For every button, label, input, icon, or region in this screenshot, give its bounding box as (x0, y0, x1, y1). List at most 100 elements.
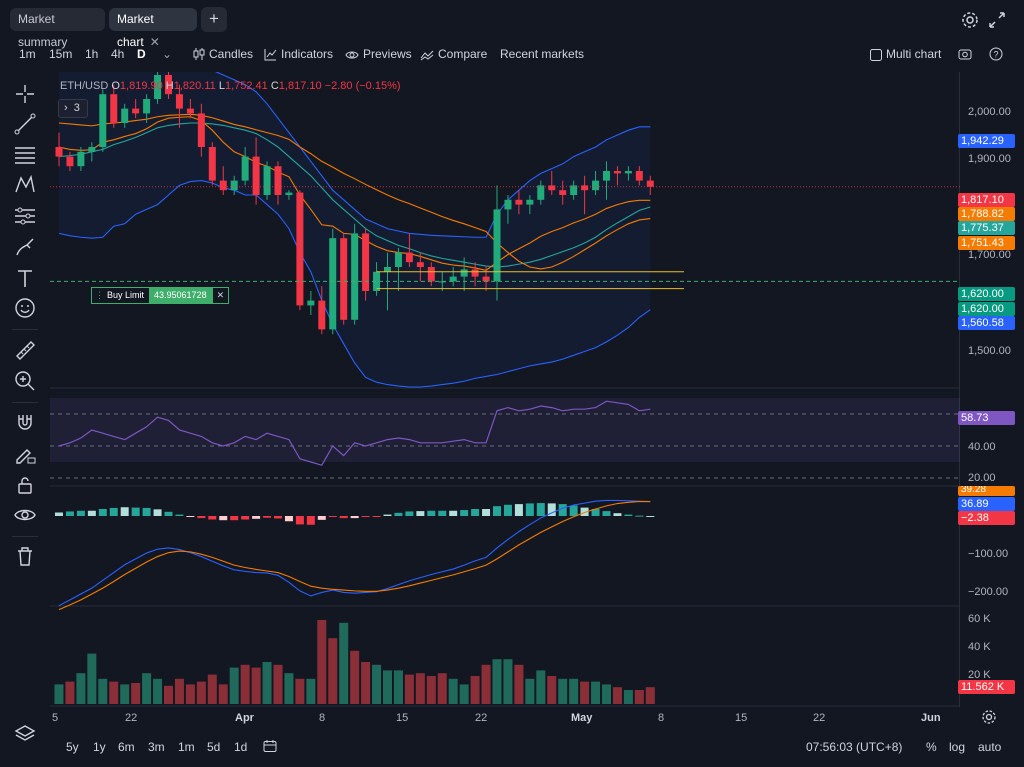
brush-icon[interactable] (13, 235, 37, 259)
range-5y[interactable]: 5y (66, 740, 79, 754)
fib-retracement-icon[interactable] (13, 143, 37, 167)
time-tick: 15 (396, 712, 409, 724)
candle-body (526, 199, 534, 205)
interval-1h[interactable]: 1h (85, 47, 99, 61)
macd-histogram-bar (416, 511, 425, 516)
interval-1m[interactable]: 1m (19, 47, 36, 61)
range-1m[interactable]: 1m (178, 740, 195, 754)
candle-body (77, 151, 85, 167)
help-icon[interactable]: ? (989, 46, 1003, 62)
volume-bar (339, 622, 349, 704)
compare-label: Compare (438, 47, 488, 61)
macd-badge: 36.89 (958, 497, 1015, 511)
volume-bar (164, 685, 173, 704)
time-tick: Jun (921, 712, 941, 724)
buy-limit-order[interactable]: ⋮ Buy Limit 43.95061728 ✕ (91, 287, 230, 304)
chart-canvas[interactable] (50, 72, 960, 707)
fullscreen-icon[interactable] (987, 10, 1007, 30)
volume-bar (525, 678, 535, 704)
order-qty[interactable]: 43.95061728 (149, 288, 212, 303)
tool-divider (12, 402, 38, 403)
candle-body (274, 166, 282, 195)
percent-toggle[interactable]: % (926, 740, 937, 754)
volume-bar (459, 684, 469, 704)
indicator-count-toggle[interactable]: › 3 (58, 99, 88, 118)
checkbox-icon (870, 49, 882, 61)
close-icon[interactable]: ✕ (211, 288, 229, 303)
indicators-button[interactable]: Indicators (264, 46, 333, 62)
multi-chart-toggle[interactable]: Multi chart (870, 46, 941, 62)
macd-histogram-bar (405, 511, 414, 516)
range-1y[interactable]: 1y (93, 740, 106, 754)
volume-bar (558, 678, 568, 704)
trash-icon[interactable] (13, 544, 37, 568)
pattern-icon[interactable] (13, 173, 37, 197)
zoom-in-icon[interactable] (13, 369, 37, 393)
range-5d[interactable]: 5d (207, 740, 221, 754)
symbol-label[interactable]: ETH/USD (60, 80, 109, 92)
candle-body (219, 180, 227, 191)
macd-histogram-bar (153, 509, 162, 516)
clock[interactable]: 07:56:03 (UTC+8) (806, 740, 903, 754)
candle-body (449, 276, 457, 282)
candle-body (252, 156, 260, 195)
auto-toggle[interactable]: auto (978, 740, 1002, 754)
lock-icon[interactable] (13, 473, 37, 497)
recent-markets-button[interactable]: Recent markets (500, 47, 585, 61)
range-1d[interactable]: 1d (234, 740, 248, 754)
interval-d[interactable]: D (137, 47, 146, 61)
price-badge-last: 1,817.10 (958, 193, 1015, 207)
add-tab-button[interactable]: + (201, 7, 227, 32)
camera-icon[interactable] (958, 46, 972, 62)
drag-handle-icon[interactable]: ⋮ (95, 290, 104, 300)
indicators-icon (264, 49, 277, 61)
calendar-icon[interactable] (263, 739, 277, 753)
axis-settings-icon[interactable] (981, 709, 997, 725)
tab-market-summary[interactable]: Market summary (10, 8, 105, 49)
log-toggle[interactable]: log (949, 740, 966, 754)
emoji-icon[interactable] (13, 296, 37, 320)
price-badge-ema: 1,788.82 (958, 207, 1015, 221)
macd-histogram-bar (493, 506, 501, 516)
text-icon[interactable] (13, 266, 37, 290)
rsi-band (50, 398, 960, 462)
candle-body (132, 108, 140, 114)
close-icon[interactable]: ✕ (149, 35, 160, 49)
macd-tick: −100.00 (968, 548, 1009, 560)
volume-bar (591, 681, 601, 704)
interval-4h[interactable]: 4h (111, 47, 125, 61)
gear-icon[interactable] (960, 10, 980, 30)
candle-body (416, 262, 424, 267)
visibility-icon[interactable] (13, 503, 37, 527)
macd-histogram-bar (558, 504, 567, 516)
trend-line-icon[interactable] (13, 112, 37, 136)
compare-button[interactable]: Compare (420, 46, 487, 62)
volume-bar (109, 681, 119, 704)
candle-body (121, 108, 129, 123)
macd-histogram-bar (263, 516, 272, 518)
range-3m[interactable]: 3m (148, 740, 165, 754)
candles-button[interactable]: Candles (193, 46, 253, 62)
ruler-icon[interactable] (13, 338, 37, 362)
range-6m[interactable]: 6m (118, 740, 135, 754)
prediction-icon[interactable] (13, 204, 37, 228)
candle-body (241, 156, 249, 181)
volume-bar (240, 664, 250, 704)
volume-bar (612, 687, 622, 704)
candle-body (285, 192, 293, 195)
previews-button[interactable]: Previews (345, 46, 412, 62)
price-axis[interactable] (960, 72, 1024, 707)
volume-bar (54, 684, 64, 704)
magnet-icon[interactable] (13, 411, 37, 435)
chevron-down-icon[interactable]: ⌄ (162, 47, 173, 61)
lock-drawing-icon[interactable] (13, 442, 37, 466)
volume-bar (393, 670, 403, 704)
crosshair-icon[interactable] (13, 82, 37, 106)
volume-bar (350, 650, 360, 704)
macd-histogram-bar (339, 516, 348, 519)
candle-body (559, 190, 567, 195)
macd-histogram-bar (350, 516, 359, 519)
tab-market-chart[interactable]: Market chart ✕ (109, 8, 197, 49)
interval-15m[interactable]: 15m (49, 47, 73, 61)
layers-icon[interactable] (13, 722, 37, 746)
